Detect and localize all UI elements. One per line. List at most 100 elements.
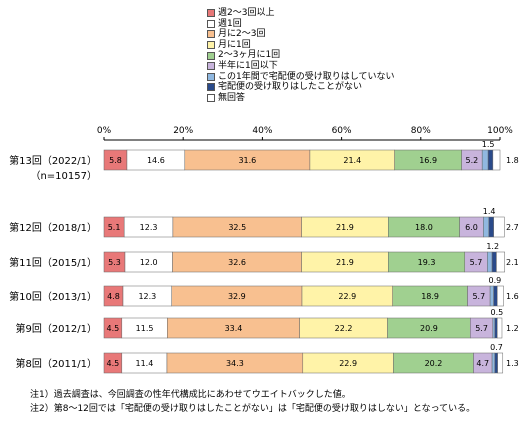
- data-label: 4.5: [107, 359, 120, 368]
- legend-swatch: [207, 72, 215, 81]
- data-label: 32.6: [228, 258, 246, 267]
- data-label: 18.0: [415, 223, 433, 232]
- data-label: 14.6: [147, 156, 165, 165]
- category-sublabel: （n=10157）: [30, 170, 97, 182]
- category-label: 第12回（2018/1）: [9, 221, 97, 234]
- note-1: 注1）過去調査は、今回調査の性年代構成比にあわせてウエイトバックした値。: [30, 390, 351, 400]
- chart-notes: 注1）過去調査は、今回調査の性年代構成比にあわせてウエイトバックした値。 注2）…: [30, 388, 475, 416]
- data-label: 22.9: [338, 292, 356, 301]
- x-tick-label: 100%: [487, 126, 513, 136]
- bar-segment: [492, 149, 501, 171]
- bar-segment: [496, 285, 504, 307]
- bar-segment: [497, 352, 504, 374]
- legend-label: 月に2～3回: [218, 29, 266, 40]
- legend-swatch: [207, 30, 215, 39]
- data-label: 32.9: [228, 292, 246, 301]
- data-label: 20.2: [425, 359, 443, 368]
- data-label: 33.4: [225, 324, 243, 333]
- x-tick-label: 0%: [97, 126, 112, 136]
- data-label: 0.7: [490, 343, 503, 352]
- bar-segment: [494, 352, 498, 374]
- data-label: 18.9: [421, 292, 439, 301]
- bar-segment: [491, 352, 496, 374]
- legend-item: この1年間で宅配便の受け取りはしていない: [207, 72, 394, 83]
- legend-item: 2～3ヶ月に1回: [207, 50, 394, 61]
- data-label: 16.9: [419, 156, 437, 165]
- x-tick-label: 80%: [411, 126, 431, 136]
- legend: 週2～3回以上 週1回 月に2～3回 月に1回 2～3ヶ月に1回 半年に1回以下 この1年間…: [207, 8, 394, 103]
- note-2: 注2）第8～12回では「宅配便の受け取りはしたことがない」は「宅配便の受け取りは…: [30, 404, 476, 414]
- x-tick-label: 40%: [252, 126, 272, 136]
- legend-label: 無回答: [218, 92, 246, 103]
- data-label: 2.7: [506, 223, 519, 232]
- bar-segment: [489, 285, 494, 307]
- category-label: 第9回（2012/1）: [15, 322, 97, 335]
- data-label: 0.5: [490, 308, 503, 317]
- data-label: 1.3: [506, 359, 519, 368]
- data-label: 1.4: [483, 207, 496, 216]
- data-label: 0.9: [489, 276, 502, 285]
- data-label: 5.3: [108, 258, 121, 267]
- legend-label: この1年間で宅配便の受け取りはしていない: [218, 71, 395, 82]
- legend-label: 半年に1回以下: [218, 60, 278, 71]
- legend-swatch: [207, 41, 215, 50]
- data-label: 1.5: [482, 140, 495, 149]
- data-label: 12.3: [138, 292, 156, 301]
- data-label: 22.9: [339, 359, 357, 368]
- data-label: 5.7: [475, 324, 488, 333]
- data-label: 21.9: [336, 258, 354, 267]
- legend-item: 月に1回: [207, 40, 394, 51]
- legend-label: 宅配便の受け取りはしたことがない: [218, 82, 363, 93]
- data-label: 31.6: [238, 156, 256, 165]
- bar-segment: [483, 216, 490, 238]
- bar-segment: [492, 317, 496, 339]
- x-tick-label: 60%: [332, 126, 352, 136]
- data-label: 21.9: [336, 223, 354, 232]
- bar-segment: [493, 285, 498, 307]
- legend-item: 週1回: [207, 19, 394, 30]
- data-label: 1.2: [486, 242, 499, 251]
- data-label: 32.5: [228, 223, 246, 232]
- legend-swatch: [207, 19, 215, 28]
- data-label: 4.8: [107, 292, 120, 301]
- bar-segment: [496, 251, 506, 273]
- legend-label: 2～3ヶ月に1回: [218, 50, 281, 61]
- data-label: 1.2: [506, 324, 519, 333]
- data-label: 6.0: [465, 223, 478, 232]
- data-label: 5.7: [470, 258, 483, 267]
- bar-segment: [491, 251, 497, 273]
- legend-item: 月に2～3回: [207, 29, 394, 40]
- data-label: 21.4: [343, 156, 361, 165]
- legend-item: 無回答: [207, 93, 394, 104]
- legend-item: 週2～3回以上: [207, 8, 394, 19]
- category-label: 第8回（2011/1）: [15, 357, 97, 370]
- data-label: 1.8: [506, 156, 519, 165]
- bar-segment: [487, 149, 494, 171]
- data-label: 12.3: [140, 223, 158, 232]
- legend-item: 半年に1回以下: [207, 61, 394, 72]
- legend-label: 週1回: [218, 18, 242, 29]
- bar-segment: [496, 317, 503, 339]
- data-label: 5.7: [472, 292, 485, 301]
- data-label: 2.1: [506, 258, 519, 267]
- data-label: 4.5: [107, 324, 120, 333]
- data-label: 11.4: [135, 359, 153, 368]
- data-label: 5.8: [109, 156, 122, 165]
- data-label: 12.0: [140, 258, 158, 267]
- category-label: 第13回（2022/1）: [9, 154, 97, 167]
- data-label: 34.3: [226, 359, 244, 368]
- data-label: 5.1: [108, 223, 121, 232]
- data-label: 1.6: [506, 292, 519, 301]
- data-label: 20.9: [420, 324, 438, 333]
- data-label: 11.5: [136, 324, 154, 333]
- bar-segment: [481, 149, 489, 171]
- legend-swatch: [207, 94, 215, 103]
- legend-label: 週2～3回以上: [218, 8, 275, 18]
- data-label: 4.7: [476, 359, 489, 368]
- bar-segment: [487, 251, 493, 273]
- legend-swatch: [207, 9, 215, 18]
- legend-swatch: [207, 83, 215, 92]
- legend-swatch: [207, 51, 215, 60]
- x-tick-label: 20%: [173, 126, 193, 136]
